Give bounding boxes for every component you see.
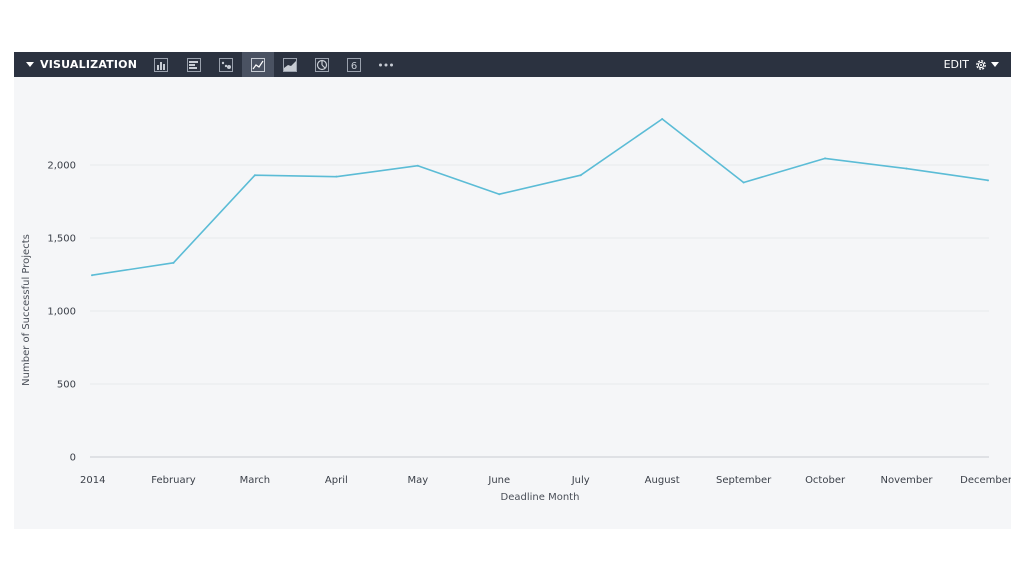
line-chart-button[interactable]	[242, 52, 274, 77]
data-point[interactable]	[824, 157, 827, 160]
x-tick-label: December	[960, 475, 1011, 486]
column-chart-button[interactable]	[145, 52, 177, 77]
area-chart-icon	[283, 57, 297, 72]
x-tick-label: February	[151, 475, 195, 486]
more-options-button[interactable]	[370, 52, 402, 77]
y-tick-label: 1,500	[47, 234, 76, 245]
data-point[interactable]	[987, 179, 989, 182]
visualization-toolbar: VISUALIZATION	[14, 52, 1011, 77]
x-tick-label: June	[487, 475, 510, 486]
scatter-chart-icon	[219, 57, 233, 72]
x-tick-label: 2014	[80, 475, 105, 486]
area-chart-button[interactable]	[274, 52, 306, 77]
data-point[interactable]	[498, 193, 501, 196]
x-tick-label: July	[571, 475, 590, 486]
pie-chart-icon	[315, 57, 329, 72]
data-point[interactable]	[253, 174, 256, 177]
x-tick-label: October	[805, 475, 846, 486]
x-tick-label: May	[407, 475, 428, 486]
y-tick-label: 0	[70, 453, 76, 464]
data-points	[91, 118, 989, 277]
column-chart-icon	[154, 57, 168, 72]
y-axis-label: Number of Successful Projects	[21, 234, 32, 386]
data-point[interactable]	[172, 261, 175, 264]
x-axis-label: Deadline Month	[501, 492, 580, 503]
visualization-panel: VISUALIZATION	[14, 52, 1011, 529]
visualization-title: VISUALIZATION	[40, 58, 138, 71]
data-point[interactable]	[416, 164, 419, 167]
single-value-icon: 6	[347, 57, 361, 72]
x-tick-label: November	[881, 475, 934, 486]
y-tick-label: 1,000	[47, 307, 76, 318]
svg-text:6: 6	[351, 61, 357, 72]
data-point[interactable]	[579, 174, 582, 177]
single-value-button[interactable]: 6	[338, 52, 370, 77]
edit-button[interactable]: EDIT	[944, 52, 999, 77]
more-icon	[379, 63, 393, 66]
pie-chart-button[interactable]	[306, 52, 338, 77]
bar-chart-button[interactable]	[178, 52, 210, 77]
data-point[interactable]	[742, 181, 745, 184]
caret-down-icon	[991, 62, 999, 67]
x-tick-label: August	[645, 475, 680, 486]
data-point[interactable]	[91, 274, 93, 277]
visualization-toggle[interactable]: VISUALIZATION	[26, 52, 137, 77]
data-point[interactable]	[905, 167, 908, 170]
x-tick-label: March	[240, 475, 270, 486]
line-chart-icon	[251, 57, 265, 72]
y-tick-label: 500	[57, 380, 76, 391]
y-axis-ticks: 0 500 1,000 1,500 2,000	[47, 161, 76, 464]
scatter-chart-button[interactable]	[210, 52, 242, 77]
x-tick-label: April	[325, 475, 348, 486]
x-axis-ticks: 2014 February March April May June July August S…	[80, 475, 1011, 486]
line-chart: 0 500 1,000 1,500 2,000 2014 February March Apr…	[21, 118, 1011, 503]
gear-icon	[976, 59, 986, 70]
gridlines	[90, 164, 989, 458]
x-tick-label: September	[716, 475, 772, 486]
y-tick-label: 2,000	[47, 161, 76, 172]
caret-down-icon	[26, 62, 34, 67]
data-point[interactable]	[335, 175, 338, 178]
data-point[interactable]	[661, 118, 664, 121]
series-line	[91, 118, 989, 276]
edit-label: EDIT	[943, 58, 969, 71]
bar-chart-icon	[187, 57, 201, 72]
